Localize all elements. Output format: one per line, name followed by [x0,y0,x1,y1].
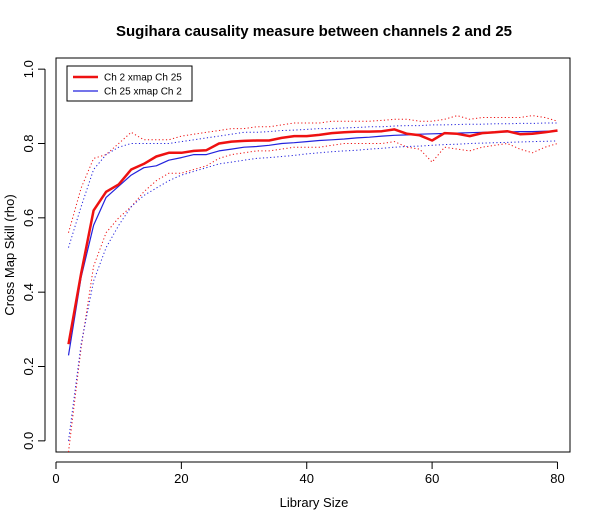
legend-box [66,65,193,102]
confidence-line-2 [68,115,558,233]
confidence-line-3 [68,141,558,453]
x-tick-label: 40 [299,471,313,486]
confidence-line-4 [68,122,558,248]
series-line-0 [67,128,558,345]
legend-label: Ch 2 xmap Ch 25 [104,73,182,84]
y-tick-label: 0.8 [21,134,36,152]
x-tick-label: 0 [52,471,59,486]
x-tick-label: 60 [425,471,439,486]
series-layer [67,115,558,453]
plot-frame [55,57,571,453]
x-axis-label: Library Size [280,495,349,510]
y-axis-label: Cross Map Skill (rho) [2,194,17,315]
y-tick-label: 0.2 [21,357,36,375]
y-tick-label: 1.0 [21,60,36,78]
y-axis: 0.0 0.2 0.4 0.6 0.8 1.0 [21,60,46,450]
series-line-1 [67,130,558,356]
legend: Ch 2 xmap Ch 25 Ch 25 xmap Ch 2 [66,65,193,102]
y-tick-label: 0.0 [21,432,36,450]
legend-label: Ch 25 xmap Ch 2 [104,87,182,98]
x-axis: 0 20 40 60 80 [52,461,565,486]
x-tick-label: 80 [550,471,564,486]
confidence-line-5 [68,140,558,441]
chart-title: Sugihara causality measure between chann… [116,23,512,40]
y-tick-label: 0.4 [21,283,36,301]
y-tick-label: 0.6 [21,209,36,227]
x-tick-label: 20 [174,471,188,486]
